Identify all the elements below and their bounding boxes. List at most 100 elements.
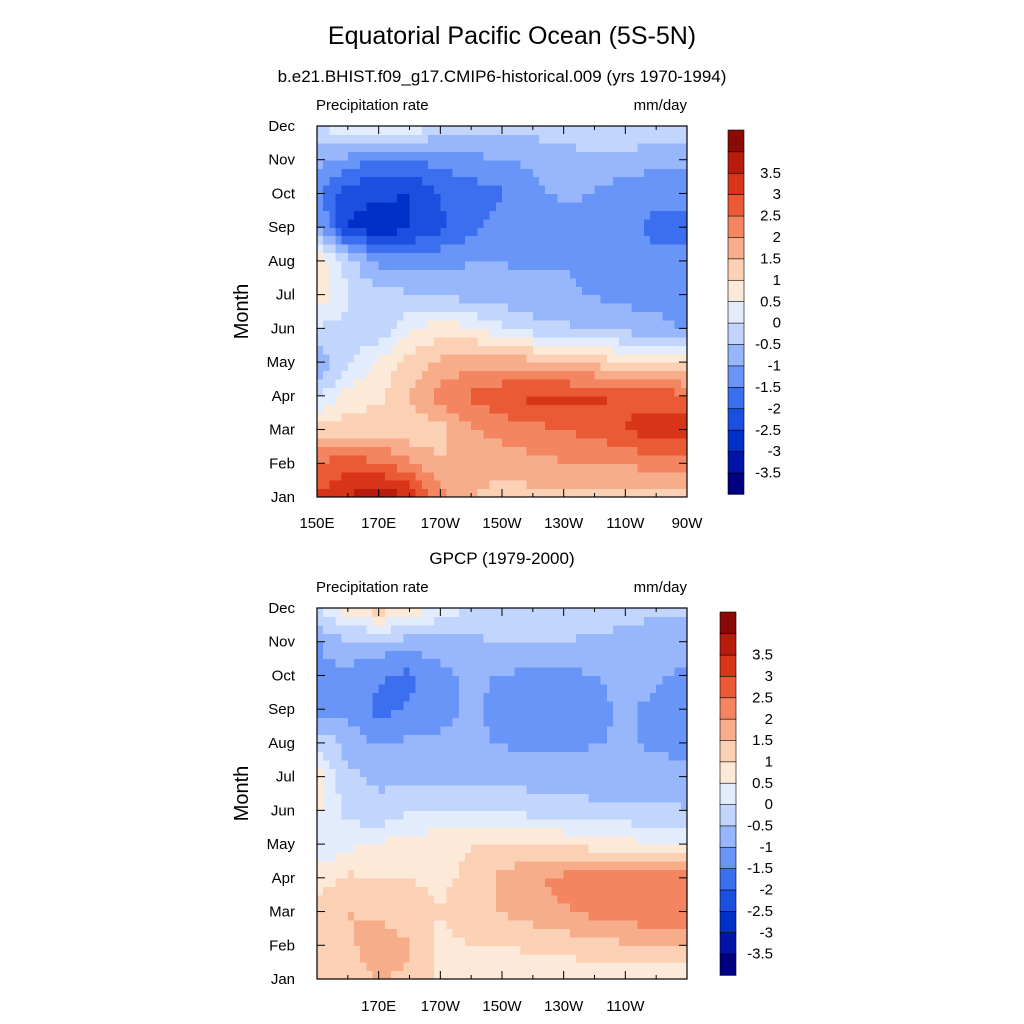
heatmap-cell: [668, 277, 676, 287]
heatmap-cell: [557, 378, 565, 388]
heatmap-cell: [446, 717, 454, 727]
heatmap-cell: [600, 759, 608, 769]
heatmap-cell: [619, 852, 626, 862]
heatmap-cell: [637, 328, 645, 338]
heatmap-cell: [347, 793, 355, 803]
heatmap-cell: [520, 210, 528, 220]
heatmap-cell: [489, 370, 497, 380]
heatmap-cell: [619, 294, 626, 304]
heatmap-cell: [532, 336, 540, 346]
heatmap-cell: [403, 751, 411, 761]
heatmap-cell: [335, 244, 343, 254]
heatmap-cell: [317, 387, 324, 397]
heatmap-cell: [631, 286, 639, 296]
heatmap-cell: [600, 446, 608, 456]
heatmap-cell: [477, 387, 485, 397]
heatmap-cell: [613, 201, 620, 211]
heatmap-cell: [557, 877, 565, 887]
heatmap-cell: [643, 692, 651, 702]
heatmap-cell: [434, 886, 441, 896]
heatmap-cell: [680, 480, 688, 490]
heatmap-cell: [606, 945, 614, 955]
heatmap-cell: [643, 776, 651, 786]
heatmap-cell: [625, 768, 633, 778]
heatmap-cell: [674, 454, 682, 464]
heatmap-cell: [483, 362, 491, 372]
heatmap-cell: [545, 286, 552, 296]
heatmap-cell: [582, 303, 589, 313]
heatmap-cell: [582, 176, 589, 186]
heatmap-cell: [452, 835, 460, 845]
heatmap-cell: [637, 395, 645, 405]
heatmap-cell: [366, 776, 374, 786]
heatmap-cell: [397, 201, 404, 211]
heatmap-cell: [557, 793, 565, 803]
heatmap-cell: [520, 227, 528, 237]
heatmap-cell: [446, 810, 454, 820]
heatmap-cell: [576, 142, 583, 152]
heatmap-cell: [428, 463, 435, 473]
heatmap-cell: [606, 244, 614, 254]
heatmap-cell: [662, 201, 670, 211]
heatmap-cell: [477, 311, 485, 321]
heatmap-cell: [360, 311, 367, 321]
heatmap-cell: [569, 801, 577, 811]
heatmap-cell: [483, 818, 491, 828]
heatmap-cell: [329, 877, 337, 887]
heatmap-cell: [415, 168, 423, 178]
heatmap-cell: [347, 294, 355, 304]
heatmap-cell: [606, 903, 614, 913]
heatmap-cell: [588, 886, 596, 896]
heatmap-cell: [323, 454, 330, 464]
heatmap-cell: [569, 151, 577, 161]
heatmap-cell: [674, 911, 682, 921]
heatmap-cell: [650, 454, 657, 464]
heatmap-cell: [446, 886, 454, 896]
heatmap-cell: [329, 683, 337, 693]
heatmap-cell: [563, 227, 571, 237]
heatmap-cell: [421, 877, 429, 887]
heatmap-cell: [483, 277, 491, 287]
heatmap-cell: [662, 336, 670, 346]
heatmap-cell: [569, 303, 577, 313]
heatmap-cell: [526, 717, 534, 727]
heatmap-cell: [508, 210, 515, 220]
heatmap-cell: [532, 446, 540, 456]
heatmap-cell: [458, 210, 466, 220]
heatmap-cell: [403, 159, 411, 169]
heatmap-cell: [539, 827, 546, 837]
heatmap-cell: [631, 429, 639, 439]
heatmap-cell: [563, 717, 571, 727]
heatmap-cell: [600, 151, 608, 161]
heatmap-cell: [471, 387, 478, 397]
heatmap-cell: [409, 227, 417, 237]
heatmap-cell: [526, 235, 534, 245]
colorbar-label: -0.5: [755, 336, 781, 353]
heatmap-cell: [625, 159, 633, 169]
heatmap-cell: [391, 936, 398, 946]
heatmap-cell: [446, 201, 454, 211]
heatmap-cell: [495, 844, 503, 854]
heatmap-cell: [520, 751, 528, 761]
heatmap-cell: [576, 303, 583, 313]
heatmap-cell: [440, 235, 448, 245]
heatmap-cell: [619, 726, 626, 736]
heatmap-cell: [563, 463, 571, 473]
heatmap-cell: [378, 734, 386, 744]
heatmap-cell: [440, 488, 448, 498]
heatmap-cell: [539, 953, 546, 963]
heatmap-cell: [526, 328, 534, 338]
heatmap-cell: [557, 810, 565, 820]
heatmap-cell: [613, 835, 620, 845]
heatmap-cell: [360, 692, 367, 702]
heatmap-cell: [650, 953, 657, 963]
heatmap-cell: [329, 667, 337, 677]
heatmap-cell: [415, 395, 423, 405]
heatmap-cell: [440, 210, 448, 220]
heatmap-cell: [341, 362, 349, 372]
heatmap-cell: [600, 717, 608, 727]
heatmap-cell: [680, 294, 688, 304]
heatmap-cell: [421, 328, 429, 338]
heatmap-cell: [526, 277, 534, 287]
heatmap-cell: [483, 446, 491, 456]
